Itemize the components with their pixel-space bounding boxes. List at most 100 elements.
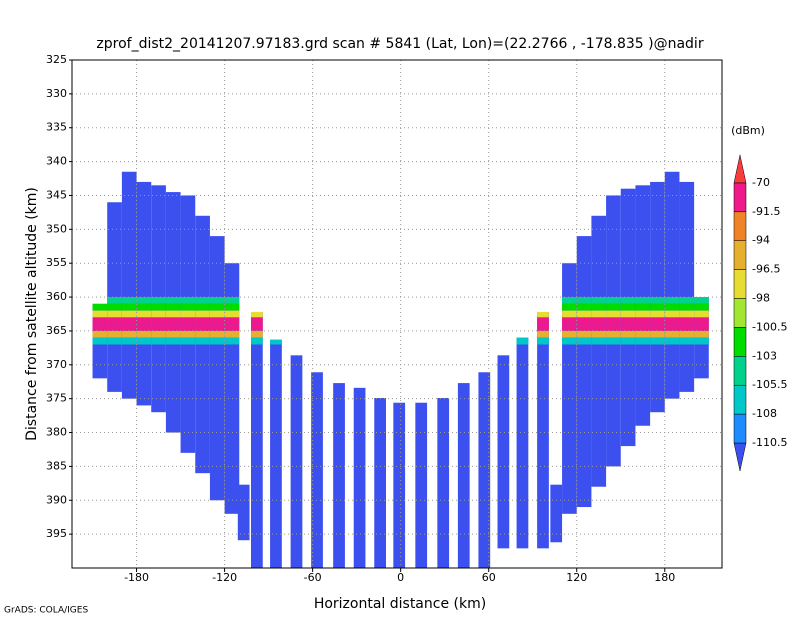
band-cell bbox=[224, 324, 240, 331]
band-cell bbox=[151, 324, 166, 331]
x-tick-label: 120 bbox=[566, 571, 587, 584]
beam-column bbox=[353, 387, 366, 568]
band-cell bbox=[180, 297, 196, 304]
band-cell bbox=[224, 330, 240, 338]
band-cell bbox=[664, 310, 680, 318]
colorbar-label: (dBm) bbox=[731, 124, 765, 137]
band-cell bbox=[180, 303, 196, 311]
band-cell bbox=[694, 297, 709, 304]
band-cell bbox=[591, 337, 607, 345]
beam-column bbox=[537, 311, 549, 549]
beam-column bbox=[550, 484, 563, 543]
band-cell bbox=[195, 324, 210, 331]
y-tick-label: 340 bbox=[46, 155, 67, 168]
band-cell bbox=[694, 330, 709, 338]
band-cell bbox=[107, 303, 122, 311]
band-cell bbox=[270, 339, 282, 345]
band-cell bbox=[537, 330, 549, 338]
band-cell bbox=[151, 310, 166, 318]
chart-title: zprof_dist2_20141207.97183.grd scan # 58… bbox=[96, 36, 703, 52]
band-cell bbox=[591, 297, 607, 304]
band-cell bbox=[165, 324, 181, 331]
band-cell bbox=[136, 310, 152, 318]
colorbar-swatch bbox=[733, 413, 747, 444]
band-cell bbox=[650, 310, 665, 318]
colorbar-swatch bbox=[733, 182, 747, 213]
plot-frame bbox=[71, 59, 723, 569]
band-cell bbox=[606, 330, 621, 338]
band-cell bbox=[606, 317, 621, 325]
band-cell bbox=[679, 337, 695, 345]
band-cell bbox=[562, 310, 577, 318]
band-cell bbox=[537, 324, 549, 331]
colorbar-tick-label: -108 bbox=[752, 407, 777, 420]
y-tick-label: 360 bbox=[46, 290, 67, 303]
colorbar-swatch bbox=[733, 298, 747, 328]
band-cell bbox=[92, 317, 108, 325]
band-cell bbox=[635, 330, 651, 338]
band-cell bbox=[620, 297, 636, 304]
band-cell bbox=[136, 297, 152, 304]
band-cell bbox=[650, 337, 665, 345]
band-cell bbox=[151, 330, 166, 338]
band-cell bbox=[694, 310, 709, 318]
colorbar-tick-label: -96.5 bbox=[752, 263, 780, 276]
colorbar-swatch bbox=[733, 211, 747, 241]
band-cell bbox=[151, 317, 166, 325]
beam-column bbox=[333, 383, 345, 568]
y-tick-label: 390 bbox=[46, 493, 67, 506]
x-tick-label: 0 bbox=[397, 571, 404, 584]
band-cell bbox=[121, 317, 137, 325]
footer: GrADS: COLA/IGES bbox=[4, 606, 88, 616]
band-cell bbox=[620, 303, 636, 311]
band-cell bbox=[180, 310, 196, 318]
band-cell bbox=[195, 337, 210, 345]
band-cell bbox=[650, 330, 665, 338]
band-cell bbox=[92, 330, 108, 338]
y-tick-label: 345 bbox=[46, 188, 67, 201]
y-tick-label: 385 bbox=[46, 459, 67, 472]
band-cell bbox=[537, 317, 549, 325]
band-cell bbox=[694, 324, 709, 331]
band-cell bbox=[562, 324, 577, 331]
beam-column bbox=[136, 181, 152, 406]
band-cell bbox=[620, 310, 636, 318]
band-cell bbox=[537, 311, 549, 318]
band-cell bbox=[591, 303, 607, 311]
beam-column bbox=[251, 311, 263, 568]
beam-column bbox=[415, 402, 428, 568]
band-cell bbox=[107, 297, 122, 304]
beam-column bbox=[374, 397, 386, 568]
y-tick-label: 355 bbox=[46, 256, 67, 269]
beam-column bbox=[237, 484, 250, 541]
band-cell bbox=[165, 310, 181, 318]
colorbar-tick-label: -105.5 bbox=[752, 378, 787, 391]
y-tick-label: 350 bbox=[46, 222, 67, 235]
band-cell bbox=[92, 310, 108, 318]
band-cell bbox=[224, 303, 240, 311]
band-cell bbox=[151, 337, 166, 345]
band-cell bbox=[576, 303, 592, 311]
band-cell bbox=[694, 317, 709, 325]
band-cell bbox=[694, 303, 709, 311]
band-cell bbox=[679, 317, 695, 325]
band-cell bbox=[620, 330, 636, 338]
band-cell bbox=[224, 337, 240, 345]
x-tick-label: 60 bbox=[482, 571, 496, 584]
beam-column bbox=[209, 236, 225, 501]
band-cell bbox=[195, 303, 210, 311]
y-tick-label: 325 bbox=[46, 53, 67, 66]
band-cell bbox=[165, 317, 181, 325]
band-cell bbox=[209, 317, 225, 325]
beam-column bbox=[457, 383, 470, 568]
y-tick-label: 375 bbox=[46, 392, 67, 405]
band-cell bbox=[606, 303, 621, 311]
band-cell bbox=[136, 303, 152, 311]
band-cell bbox=[576, 337, 592, 345]
band-cell bbox=[151, 297, 166, 304]
band-cell bbox=[209, 337, 225, 345]
band-cell bbox=[121, 337, 137, 345]
y-tick-label: 335 bbox=[46, 121, 67, 134]
band-cell bbox=[180, 337, 196, 345]
beam-column bbox=[516, 337, 529, 549]
